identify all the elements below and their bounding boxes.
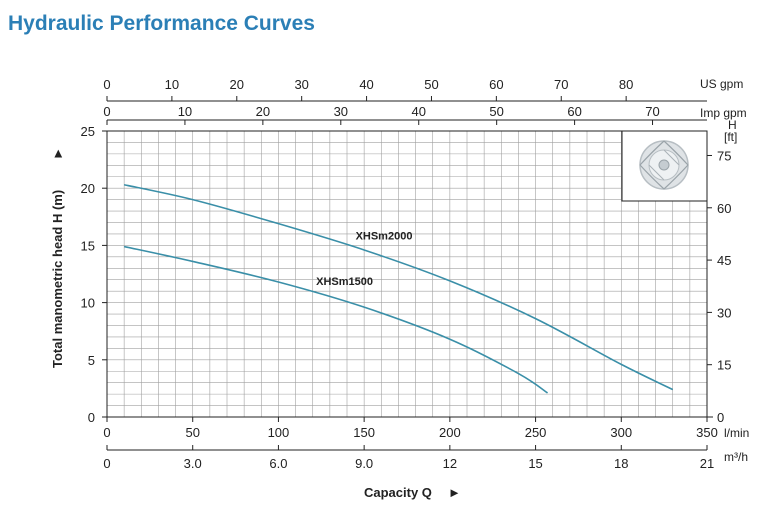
- m3h-tick-label: 0: [103, 456, 110, 471]
- ft-tick-label: 75: [717, 148, 731, 163]
- y-tick-label: 10: [81, 296, 95, 311]
- ft-tick-label: 30: [717, 305, 731, 320]
- m3h-tick-label: 6.0: [269, 456, 287, 471]
- ft-tick-label: 45: [717, 253, 731, 268]
- imp-gpm-tick-label: 50: [489, 104, 503, 119]
- m3h-tick-label: 15: [528, 456, 542, 471]
- x-tick-label: 100: [268, 425, 290, 440]
- series-line-xhsm1500: [123, 245, 549, 394]
- m3h-tick-label: 21: [700, 456, 714, 471]
- m3h-tick-label: 3.0: [184, 456, 202, 471]
- grid-layer: [107, 131, 707, 417]
- y-tick-label: 0: [88, 410, 95, 425]
- x-tick-label: 250: [525, 425, 547, 440]
- imp-gpm-tick-label: 30: [334, 104, 348, 119]
- x-tick-label: 300: [610, 425, 632, 440]
- imp-gpm-tick-label: 20: [256, 104, 270, 119]
- series-layer: XHSm2000 XHSm1500: [123, 183, 674, 394]
- ft-tick-label: 0: [717, 410, 724, 425]
- m3h-tick-label: 9.0: [355, 456, 373, 471]
- y-axis-title: Total manometric head H (m): [50, 190, 65, 368]
- x-axis-arrow: ►: [448, 485, 461, 500]
- x-tick-label: 350: [696, 425, 718, 440]
- x-axis-title: Capacity Q: [364, 485, 432, 500]
- y-tick-label: 15: [81, 238, 95, 253]
- imp-gpm-tick-label: 70: [645, 104, 659, 119]
- x-tick-label: 150: [353, 425, 375, 440]
- series-label: XHSm1500: [316, 276, 373, 288]
- ft-tick-label: 60: [717, 201, 731, 216]
- series-label: XHSm2000: [356, 230, 413, 242]
- impeller-image: [621, 130, 708, 202]
- y-axis-arrow: ►: [50, 147, 65, 160]
- m3h-tick-label: 12: [443, 456, 457, 471]
- unit-lmin: l/min: [724, 426, 749, 440]
- page-title: Hydraulic Performance Curves: [8, 12, 315, 35]
- plot-border: [106, 130, 708, 418]
- x-tick-label: 200: [439, 425, 461, 440]
- x-tick-label: 50: [185, 425, 199, 440]
- unit-ft-h: H: [728, 118, 737, 132]
- unit-m3h: m³/h: [724, 450, 748, 464]
- m3h-tick-label: 18: [614, 456, 628, 471]
- us-gpm-tick-label: 80: [619, 77, 633, 92]
- series-line-xhsm2000: [123, 183, 674, 391]
- y-tick-label: 5: [88, 353, 95, 368]
- us-gpm-tick-label: 40: [359, 77, 373, 92]
- us-gpm-tick-label: 20: [230, 77, 244, 92]
- x-tick-label: 0: [103, 425, 110, 440]
- imp-gpm-tick-label: 40: [411, 104, 425, 119]
- imp-gpm-tick-label: 10: [178, 104, 192, 119]
- us-gpm-tick-label: 10: [165, 77, 179, 92]
- imp-gpm-tick-label: 0: [103, 104, 110, 119]
- unit-us-gpm: US gpm: [700, 77, 743, 91]
- us-gpm-tick-label: 30: [294, 77, 308, 92]
- y-tick-label: 20: [81, 181, 95, 196]
- us-gpm-tick-label: 70: [554, 77, 568, 92]
- y-tick-label: 25: [81, 124, 95, 139]
- us-gpm-tick-label: 60: [489, 77, 503, 92]
- unit-ft: [ft]: [724, 130, 737, 144]
- imp-gpm-tick-label: 60: [567, 104, 581, 119]
- us-gpm-tick-label: 0: [103, 77, 110, 92]
- unit-imp-gpm: Imp gpm: [700, 106, 747, 120]
- ft-tick-label: 15: [717, 358, 731, 373]
- us-gpm-tick-label: 50: [424, 77, 438, 92]
